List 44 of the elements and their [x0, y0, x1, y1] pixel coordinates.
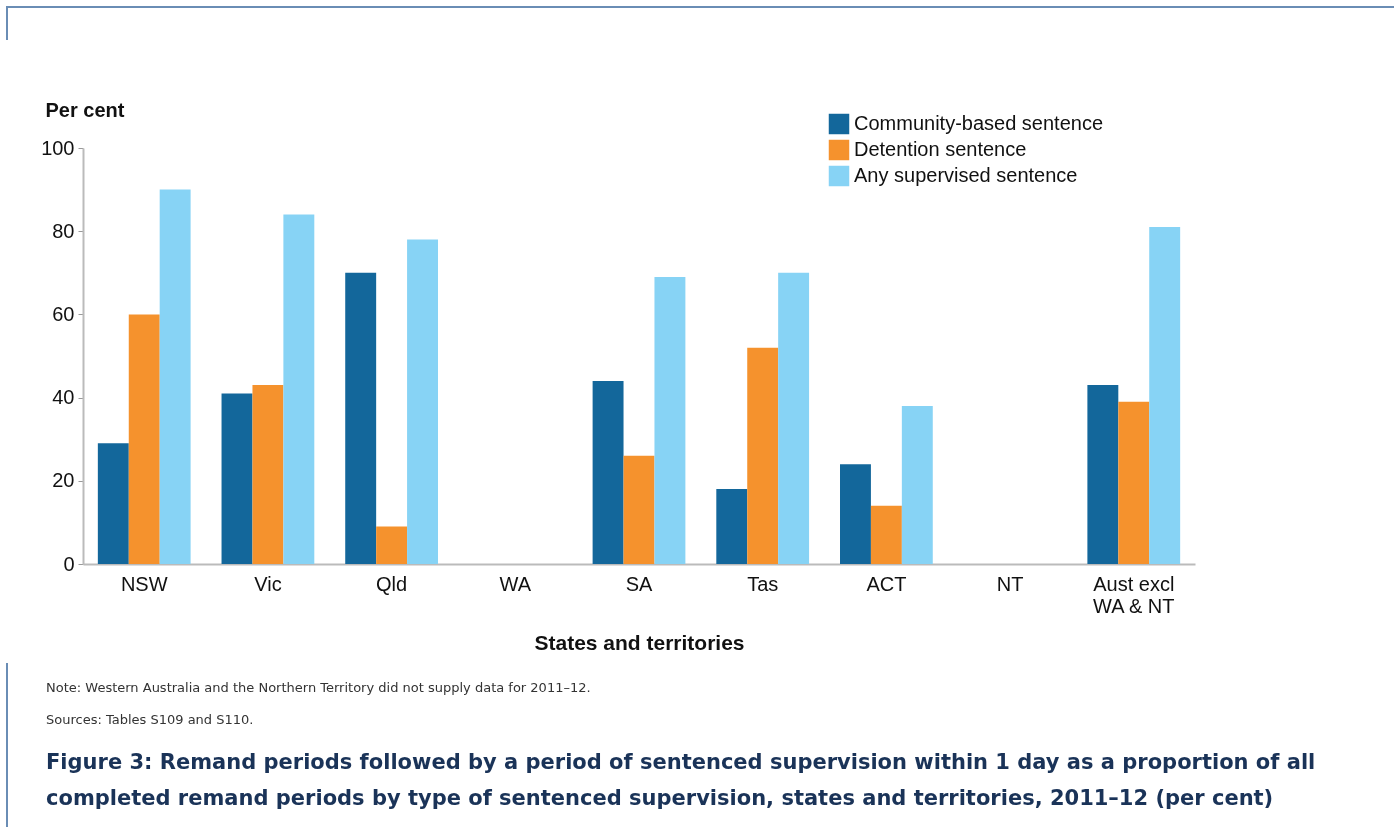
bar — [1118, 401, 1150, 564]
bar — [901, 405, 933, 564]
y-tick-label: 100 — [41, 136, 75, 159]
y-tick-label: 80 — [52, 219, 75, 242]
bar — [128, 314, 160, 564]
x-tick-label: NT — [996, 572, 1024, 595]
text: Figure 3: Remand periods followed by a period of sentenced supervision within 1 day as a proportion of all completed remand periods by type of sentenced supervision, states and territories, 2011–12 (per cent) — [46, 749, 1317, 812]
bar — [747, 347, 779, 564]
x-axis-title: States and territories — [534, 630, 745, 654]
bar — [778, 272, 810, 564]
x-tick-label: WA — [499, 572, 532, 595]
bar — [1087, 385, 1119, 564]
legend-label: Community-based sentence — [854, 112, 1104, 134]
bar — [840, 464, 871, 564]
x-tick-label: ACT — [866, 572, 907, 595]
x-tick-label: SA — [625, 572, 653, 595]
legend-label: Detention sentence — [854, 138, 1027, 160]
bar — [376, 526, 408, 564]
bar — [252, 385, 284, 564]
bar — [1149, 227, 1181, 564]
x-tick-label: Aust excl WA & NT — [1093, 572, 1175, 617]
y-tick-label: 40 — [52, 386, 75, 409]
x-tick-label: Vic — [254, 572, 282, 595]
legend-label: Any supervised sentence — [854, 164, 1078, 186]
y-tick-label: 20 — [52, 469, 75, 492]
bar — [654, 276, 686, 564]
bar — [870, 505, 902, 564]
source-note: Sources: Tables S109 and S110. — [46, 711, 255, 729]
bar — [716, 489, 748, 564]
bar — [623, 455, 655, 564]
bar — [345, 272, 377, 564]
bar — [97, 443, 129, 564]
bar — [407, 239, 438, 564]
x-tick-label: Tas — [747, 572, 779, 595]
bar — [283, 214, 315, 564]
text: Note: Western Australia and the Northern Territory did not supply data for 2011–12. — [46, 679, 591, 697]
bar — [221, 393, 253, 564]
y-axis-title: Per cent — [45, 98, 125, 121]
x-tick-label: NSW — [120, 572, 168, 595]
x-tick-label: Qld — [376, 572, 408, 595]
y-tick-label: 0 — [63, 552, 75, 575]
bar — [592, 380, 624, 564]
bar — [159, 189, 191, 564]
y-tick-label: 60 — [52, 302, 75, 325]
